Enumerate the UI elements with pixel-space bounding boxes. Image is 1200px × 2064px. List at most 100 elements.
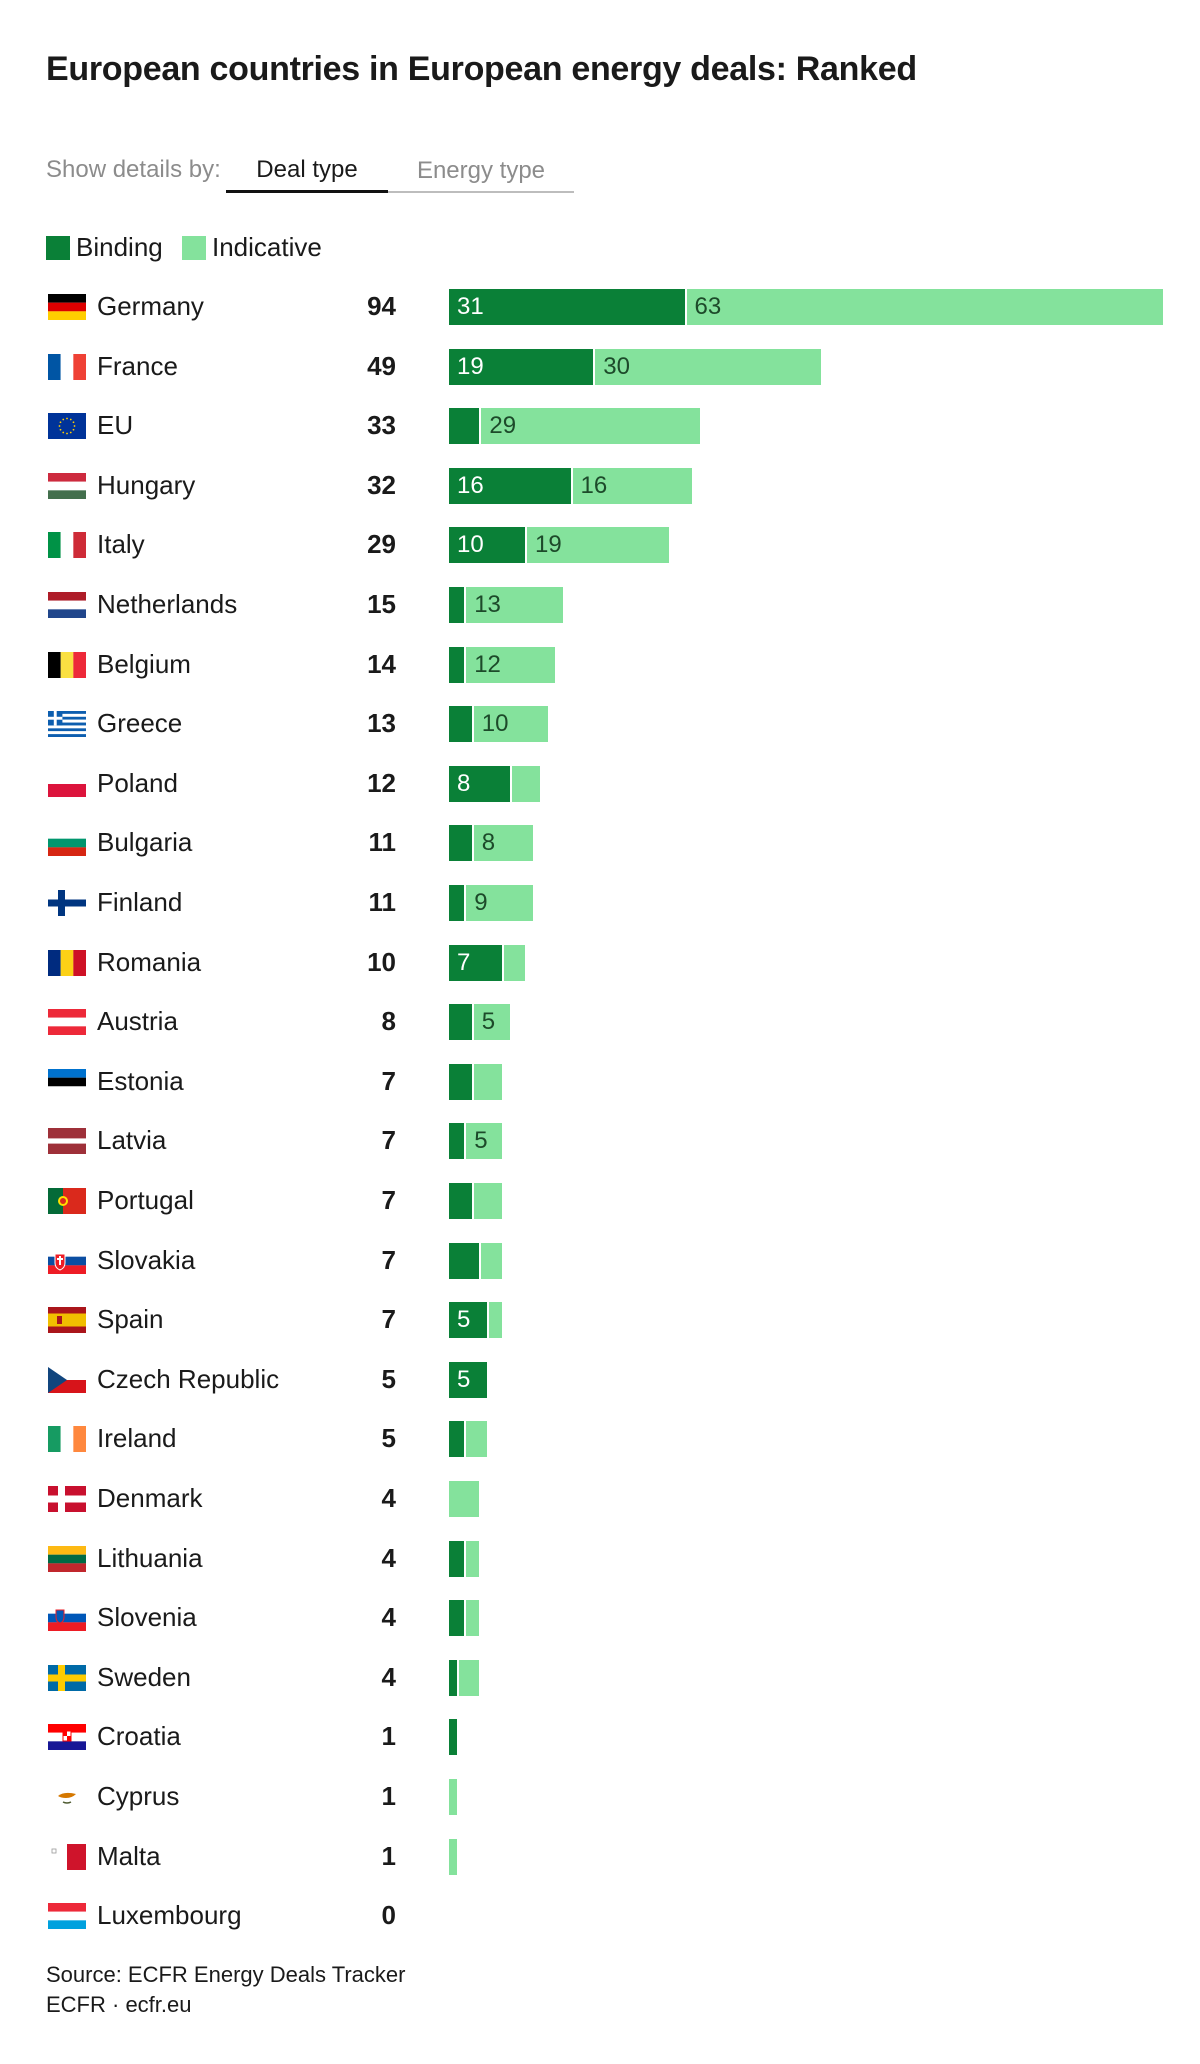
chart-row-greece: Greece 13 10: [0, 706, 1200, 745]
bar-indicative-belgium: [466, 646, 556, 683]
bar-label-binding-spain: 5: [457, 1306, 471, 1334]
bar-indicative-cyprus: [449, 1779, 457, 1815]
bar-indicative-hungary: [572, 467, 692, 504]
bar-binding-romania: [449, 944, 503, 981]
flag-estonia-icon: [48, 1068, 86, 1095]
chart-row-denmark: Denmark 4: [0, 1481, 1200, 1520]
flag-luxembourg-icon: [48, 1903, 86, 1930]
detail-toggle: Show details by: Deal type Energy type: [46, 156, 576, 193]
chart-row-malta: Malta 1: [0, 1838, 1200, 1878]
chart-row-spain: Spain 7 5: [0, 1302, 1200, 1341]
category-label-slovakia: Slovakia: [97, 1244, 196, 1275]
total-label-spain: 7: [381, 1304, 396, 1335]
bar-binding-austria: [449, 1004, 472, 1041]
category-label-lithuania: Lithuania: [97, 1542, 203, 1573]
legend-label-binding: Binding: [76, 232, 163, 262]
bar-indicative-ireland: [466, 1421, 487, 1458]
flag-sweden-icon: [48, 1664, 86, 1691]
flag-portugal-icon: [48, 1188, 86, 1214]
chart-row-belgium: Belgium 14 12: [0, 646, 1200, 686]
bar-indicative-romania: [504, 944, 525, 981]
chart-row-slovakia: Slovakia 7: [0, 1242, 1200, 1282]
tab-deal-type[interactable]: Deal type: [226, 156, 388, 193]
category-label-spain: Spain: [97, 1304, 164, 1335]
flag-lithuania-icon: [48, 1545, 86, 1572]
bar-label-binding-italy: 10: [457, 531, 484, 559]
bar-label-indicative-bulgaria: 8: [481, 829, 496, 857]
bar-label-binding-hungary: 16: [457, 471, 484, 499]
flag-finland-icon: [48, 890, 86, 916]
bar-binding-portugal: [449, 1183, 472, 1219]
total-label-malta: 1: [381, 1840, 396, 1871]
bar-label-binding-germany: 31: [457, 293, 484, 320]
category-label-cyprus: Cyprus: [97, 1781, 180, 1811]
bar-label-indicative-france: 30: [603, 352, 630, 380]
chart-row-latvia: Latvia 7 5: [0, 1123, 1200, 1162]
bar-binding-italy: [449, 527, 525, 564]
bar-indicative-italy: [527, 527, 670, 564]
bar-label-indicative-italy: 19: [535, 531, 562, 559]
total-label-denmark: 4: [381, 1483, 396, 1513]
chart-row-ireland: Ireland 5: [0, 1421, 1200, 1460]
category-label-bulgaria: Bulgaria: [97, 827, 193, 858]
chart-row-sweden: Sweden 4: [0, 1659, 1200, 1699]
chart-row-poland: Poland 12 8: [0, 765, 1200, 805]
flag-austria-icon: [48, 1009, 86, 1036]
bar-label-indicative-austria: 5: [481, 1008, 496, 1036]
bar-binding-france: [449, 348, 594, 385]
bar-indicative-finland: [466, 885, 533, 921]
bar-binding-eu: [449, 408, 480, 445]
total-label-germany: 94: [367, 291, 396, 321]
bar-indicative-france: [595, 348, 822, 385]
bar-indicative-spain: [489, 1302, 503, 1339]
category-label-czech-republic: Czech Republic: [97, 1363, 280, 1394]
chart-row-estonia: Estonia 7: [0, 1063, 1200, 1103]
category-label-denmark: Denmark: [97, 1483, 203, 1513]
chart-row-croatia: Croatia 1: [0, 1719, 1200, 1758]
total-label-romania: 10: [367, 946, 396, 977]
bar-indicative-bulgaria: [473, 825, 533, 862]
bar-binding-poland: [449, 765, 510, 802]
category-label-netherlands: Netherlands: [97, 589, 238, 619]
total-label-belgium: 14: [367, 648, 396, 679]
category-label-poland: Poland: [97, 767, 178, 798]
total-label-luxembourg: 0: [381, 1900, 396, 1931]
category-label-ireland: Ireland: [97, 1423, 177, 1454]
bar-label-indicative-eu: 29: [489, 412, 517, 440]
total-label-estonia: 7: [381, 1065, 396, 1096]
bar-binding-germany: [449, 289, 685, 325]
chart-row-portugal: Portugal 7: [0, 1183, 1200, 1222]
tab-energy-type[interactable]: Energy type: [388, 157, 574, 193]
total-label-austria: 8: [381, 1006, 396, 1037]
bar-indicative-estonia: [473, 1063, 503, 1100]
category-label-portugal: Portugal: [97, 1185, 194, 1215]
bar-label-binding-poland: 8: [457, 769, 471, 797]
chart-row-eu: EU 33 29: [0, 408, 1200, 447]
bar-indicative-denmark: [449, 1481, 480, 1517]
chart-row-slovenia: Slovenia 4: [0, 1600, 1200, 1639]
chart-row-finland: Finland 11 9: [0, 885, 1200, 924]
flag-ireland-icon: [48, 1426, 86, 1453]
total-label-sweden: 4: [381, 1661, 396, 1692]
flag-hungary-icon: [48, 472, 86, 499]
source-note: Source: ECFR Energy Deals Tracker ECFR ·…: [46, 1960, 405, 2020]
bar-indicative-eu: [481, 408, 700, 445]
flag-belgium-icon: [48, 651, 86, 678]
bar-label-indicative-greece: 10: [481, 710, 509, 738]
total-label-slovenia: 4: [381, 1602, 396, 1633]
flag-cyprus-icon: [48, 1784, 86, 1810]
flag-netherlands-icon: [48, 592, 86, 618]
category-label-finland: Finland: [97, 887, 183, 917]
bar-indicative-austria: [473, 1004, 510, 1041]
chart-row-italy: Italy 29 10 19: [0, 527, 1200, 566]
total-label-france: 49: [367, 350, 396, 381]
bar-indicative-slovakia: [481, 1242, 503, 1279]
flag-bulgaria-icon: [48, 830, 86, 857]
legend-swatch-binding: [46, 236, 70, 260]
flag-slovakia-icon: [48, 1247, 86, 1274]
bar-label-binding-france: 19: [457, 352, 484, 380]
category-label-malta: Malta: [97, 1840, 161, 1871]
chart-row-luxembourg: Luxembourg 0: [0, 1899, 1200, 1937]
total-label-finland: 11: [368, 887, 397, 917]
total-label-cyprus: 1: [381, 1781, 396, 1811]
